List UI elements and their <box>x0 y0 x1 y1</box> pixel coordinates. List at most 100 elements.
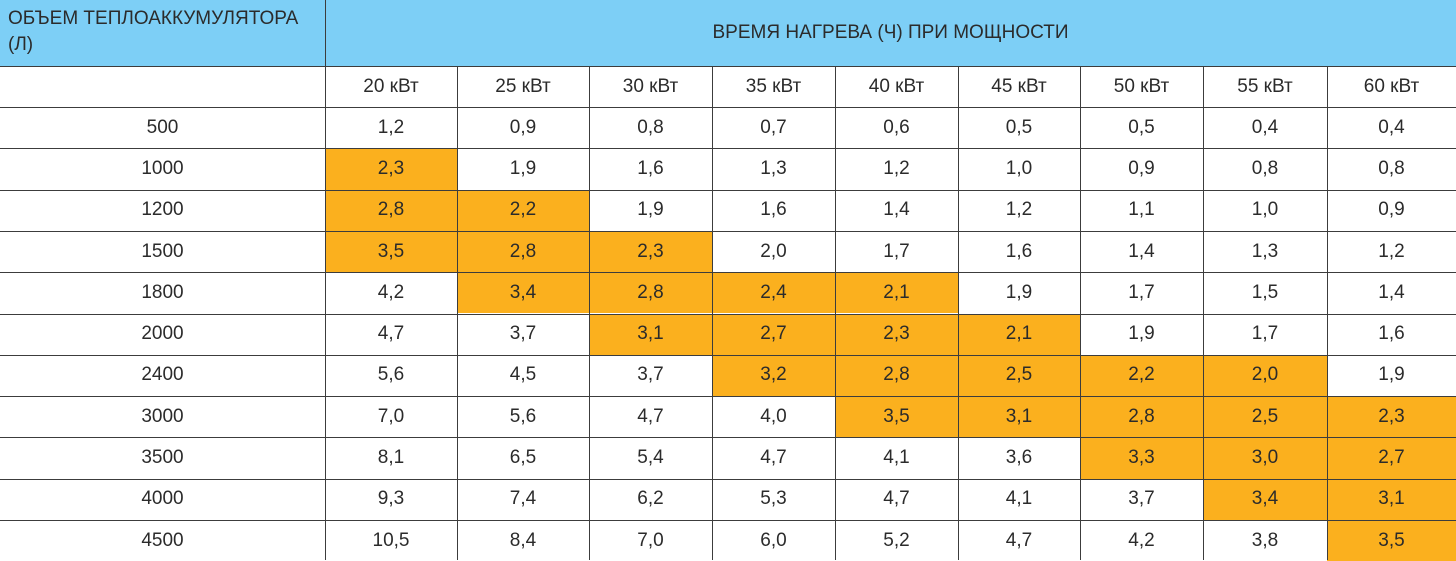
volume-cell: 1200 <box>141 199 184 221</box>
heating-time-cell: 4,7 <box>883 488 910 510</box>
heating-time-cell: 0,8 <box>1378 157 1405 179</box>
heating-time-cell: 1,2 <box>377 116 405 138</box>
heating-time-header: ВРЕМЯ НАГРЕВА (Ч) ПРИ МОЩНОСТИ <box>325 0 1456 66</box>
heating-time-cell-highlighted: 3,5 <box>835 396 958 438</box>
heating-time-cell-highlighted: 3,1 <box>589 313 712 355</box>
heating-time-cell: 4,0 <box>760 405 787 427</box>
heating-time-cell: 1,6 <box>637 157 664 179</box>
power-column-header: 30 кВт <box>622 75 679 97</box>
heating-time-cell: 0,5 <box>1005 116 1033 138</box>
heating-time-cell: 1,4 <box>883 199 910 221</box>
heating-time-cell: 5,6 <box>509 405 537 427</box>
heating-time-cell: 1,7 <box>1251 323 1279 345</box>
heating-time-cell: 3,7 <box>1128 488 1155 510</box>
heating-time-cell-highlighted: 2,0 <box>1203 354 1327 397</box>
heating-time-cell: 1,2 <box>1005 199 1033 221</box>
heating-time-cell-highlighted: 2,3 <box>1327 396 1456 438</box>
heating-time-cell: 1,6 <box>1005 240 1033 262</box>
heating-time-cell: 8,4 <box>509 529 537 551</box>
heating-time-cell: 6,5 <box>509 447 537 469</box>
heating-time-cell: 0,9 <box>1128 157 1155 179</box>
volume-cell: 500 <box>146 116 179 138</box>
grid-line-horizontal <box>0 148 1456 149</box>
heating-time-cell: 0,7 <box>760 116 787 138</box>
volume-column-header: ОБЪЕМ ТЕПЛОАККУМУЛЯТОРА (Л) <box>0 0 325 66</box>
heating-time-cell-highlighted: 2,8 <box>457 230 589 273</box>
grid-line-horizontal <box>0 107 1456 108</box>
heating-time-cell-highlighted: 3,4 <box>457 272 589 314</box>
power-column-header: 55 кВт <box>1237 75 1293 97</box>
heating-time-cell-highlighted: 3,2 <box>712 354 835 397</box>
heating-time-cell: 4,1 <box>1005 488 1033 510</box>
heating-time-cell: 0,6 <box>883 116 910 138</box>
heating-time-cell: 1,1 <box>1128 199 1155 221</box>
grid-line-horizontal <box>0 520 1456 521</box>
heating-time-cell: 4,7 <box>760 447 787 469</box>
heating-time-cell: 5,3 <box>760 488 787 510</box>
heating-time-cell: 8,1 <box>377 447 405 469</box>
heating-time-cell: 1,3 <box>760 157 787 179</box>
power-column-header: 20 кВт <box>363 75 419 97</box>
volume-cell: 2000 <box>141 323 184 345</box>
heating-time-cell-highlighted: 3,1 <box>1327 478 1456 520</box>
heating-time-cell: 0,9 <box>1378 199 1405 221</box>
heating-time-cell: 6,0 <box>760 529 787 551</box>
heating-time-cell: 3,7 <box>637 364 664 386</box>
volume-cell: 1500 <box>141 240 184 262</box>
heating-time-cell-highlighted: 2,2 <box>1080 354 1203 397</box>
heating-time-cell-highlighted: 2,8 <box>835 354 958 397</box>
heating-time-cell-highlighted: 2,1 <box>835 272 958 314</box>
heating-time-cell: 3,6 <box>1005 447 1033 469</box>
heating-time-cell: 1,5 <box>1251 281 1279 303</box>
grid-line-vertical <box>712 66 713 560</box>
heating-time-cell: 4,2 <box>1128 529 1155 551</box>
heating-time-cell: 2,0 <box>760 240 787 262</box>
heating-time-cell: 1,6 <box>760 199 787 221</box>
heating-time-cell: 4,7 <box>637 405 664 427</box>
grid-line-vertical <box>325 0 326 560</box>
heating-time-cell: 1,0 <box>1251 199 1279 221</box>
heating-time-cell: 1,3 <box>1251 240 1279 262</box>
grid-line-horizontal <box>0 190 1456 191</box>
empty-header-cell <box>0 66 325 107</box>
heating-time-cell: 1,9 <box>1128 323 1155 345</box>
heating-time-cell: 4,5 <box>509 364 537 386</box>
grid-line-horizontal <box>0 314 1456 315</box>
heating-time-cell-highlighted: 3,1 <box>958 396 1080 438</box>
grid-line-horizontal <box>0 231 1456 232</box>
heating-time-cell-highlighted: 2,2 <box>457 189 589 231</box>
power-column-header: 40 кВт <box>868 75 925 97</box>
heating-time-cell: 1,4 <box>1128 240 1155 262</box>
heating-time-cell: 0,8 <box>1251 157 1279 179</box>
grid-line-vertical <box>835 66 836 560</box>
heating-time-cell: 4,2 <box>377 281 405 303</box>
heating-time-cell: 1,9 <box>1005 281 1033 303</box>
grid-line-vertical <box>1203 66 1204 560</box>
grid-line-horizontal <box>0 355 1456 356</box>
volume-cell: 1800 <box>141 281 184 303</box>
heating-time-cell: 1,2 <box>883 157 910 179</box>
volume-cell: 3000 <box>141 405 184 427</box>
grid-line-vertical <box>1327 66 1328 560</box>
heating-time-cell: 0,5 <box>1128 116 1155 138</box>
heating-time-cell-highlighted: 3,5 <box>325 230 457 273</box>
heating-time-cell: 0,8 <box>637 116 664 138</box>
heating-time-cell: 5,6 <box>377 364 405 386</box>
power-column-header: 45 кВт <box>991 75 1047 97</box>
heating-time-cell: 0,4 <box>1378 116 1405 138</box>
heating-time-cell: 4,7 <box>377 323 405 345</box>
heating-time-cell: 3,8 <box>1251 529 1279 551</box>
heating-time-cell-highlighted: 2,7 <box>1327 437 1456 479</box>
heating-time-cell: 6,2 <box>637 488 664 510</box>
heating-time-cell: 1,9 <box>509 157 537 179</box>
volume-cell: 2400 <box>141 364 184 386</box>
heating-time-cell-highlighted: 2,8 <box>589 272 712 314</box>
grid-line-vertical <box>589 66 590 560</box>
heating-time-cell: 1,2 <box>1378 240 1405 262</box>
heating-time-cell: 1,6 <box>1378 323 1405 345</box>
grid-line-horizontal <box>0 479 1456 480</box>
power-column-header: 50 кВт <box>1113 75 1170 97</box>
heating-time-cell: 5,4 <box>637 447 664 469</box>
heating-time-cell: 1,7 <box>1128 281 1155 303</box>
heating-time-cell: 1,7 <box>883 240 910 262</box>
